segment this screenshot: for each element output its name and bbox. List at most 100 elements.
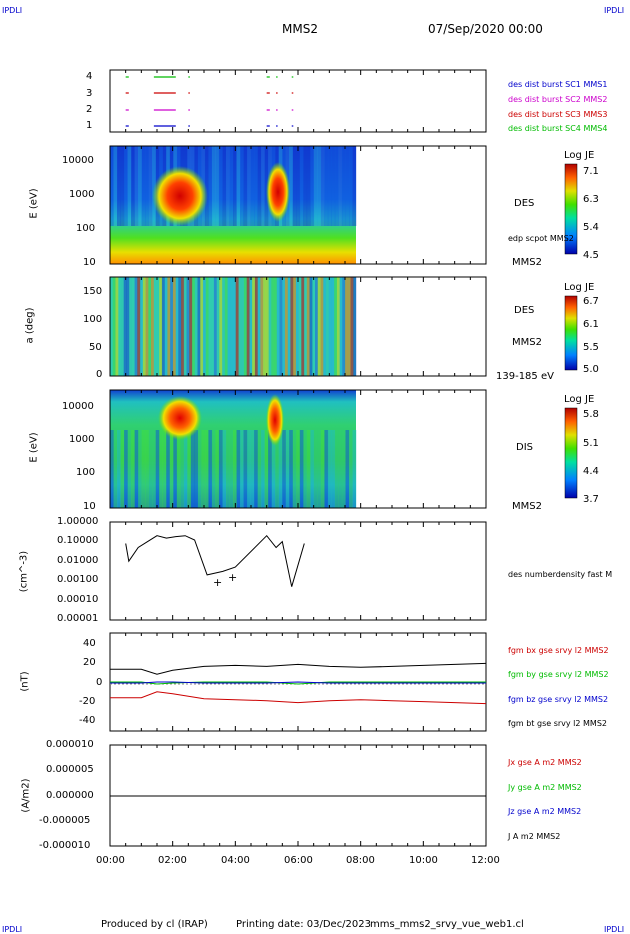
spectrogram-stripe <box>264 430 269 508</box>
spectrogram-stripe <box>339 277 343 376</box>
spectrogram-stripe <box>229 146 234 226</box>
current-legend-jz: Jz gse A m2 MMS2 <box>508 807 582 816</box>
colorbar-dis-energy-title: Log JE <box>564 394 595 405</box>
des-pitch-ytick-100: 100 <box>83 314 103 325</box>
burst-legend-sc2: des dist burst SC2 MMS2 <box>508 95 608 104</box>
spectrogram-stripe <box>120 146 125 226</box>
spectrogram-stripe <box>240 430 244 508</box>
spectrogram-stripe <box>120 430 125 508</box>
density-panel: + + <box>109 521 487 621</box>
spectrogram-stripe <box>200 277 204 376</box>
footer-filename: mms_mms2_srvy_vue_web1.cl <box>370 919 524 930</box>
spectrogram-stripe <box>110 146 114 226</box>
spectrogram-stripe <box>296 430 301 508</box>
spectrogram-stripe <box>181 277 185 376</box>
spectrogram-stripe <box>271 430 276 508</box>
spectrogram-stripe <box>303 146 308 226</box>
spectrogram-stripe <box>317 146 322 226</box>
spectrogram-stripe <box>334 146 339 226</box>
spectrogram-stripe <box>176 430 181 508</box>
spectrogram-stripe <box>194 277 198 376</box>
des-energy-hot-region-1 <box>152 166 208 226</box>
burst-ytick-3: 3 <box>86 88 93 99</box>
spectrogram-stripe <box>349 430 353 508</box>
bfield-ytick-40: 40 <box>83 638 96 649</box>
density-side-label: des numberdensity fast M <box>508 570 613 579</box>
corner-label-bottom-left: IPDLI <box>2 925 23 934</box>
colorbar-des-pitch-tick-4: 5.0 <box>583 364 599 375</box>
spectrogram-stripe <box>205 277 209 376</box>
spectrogram-stripe <box>233 430 237 508</box>
spectrogram-stripe <box>304 277 308 376</box>
spectrogram-stripe <box>254 146 258 226</box>
spectrogram-stripe <box>124 430 128 508</box>
current-ytick-5: -0.000010 <box>39 840 91 851</box>
spectrogram-stripe <box>190 430 195 508</box>
spectrogram-stripe <box>118 277 122 376</box>
spectrogram-stripe <box>243 277 247 376</box>
spectrogram-stripe <box>197 277 201 376</box>
spectrogram-stripe <box>276 277 280 376</box>
colorbar-des-energy-tick-2: 6.3 <box>583 194 599 205</box>
spectrogram-stripe <box>299 146 304 226</box>
spectrogram-stripe <box>320 146 325 226</box>
spectrogram-stripe <box>169 430 174 508</box>
spectrogram-stripe <box>145 146 149 226</box>
footer-printing-date: Printing date: 03/Dec/2023 <box>236 919 372 930</box>
spectrogram-stripe <box>331 430 336 508</box>
spectrogram-stripe <box>261 430 265 508</box>
density-ytick-3: 0.01000 <box>57 555 99 566</box>
colorbar-des-pitch-tick-1: 6.7 <box>583 296 599 307</box>
spectrogram-stripe <box>134 277 138 376</box>
corner-label-bottom-right: IPDLI <box>604 925 625 934</box>
time-tick-0400: 04:00 <box>221 855 250 866</box>
spectrogram-stripe <box>127 430 132 508</box>
spectrogram-stripe <box>208 430 213 508</box>
spectrogram-stripe <box>247 430 251 508</box>
spectrogram-stripe <box>282 277 286 376</box>
spectrogram-stripe <box>153 277 157 376</box>
spectrogram-stripe <box>261 146 265 226</box>
colorbar-dis-energy-tick-2: 5.1 <box>583 438 599 449</box>
spectrogram-stripe <box>243 146 248 226</box>
datetime-title: 07/Sep/2020 00:00 <box>428 22 543 36</box>
time-tick-0600: 06:00 <box>284 855 313 866</box>
spectrogram-stripe <box>189 277 193 376</box>
spectrogram-stripe <box>353 277 357 376</box>
current-ytick-2: 0.000005 <box>46 764 94 775</box>
spectrogram-stripe <box>117 430 121 508</box>
time-tick-0000: 00:00 <box>96 855 125 866</box>
bfield-ylabel: (nT) <box>19 671 31 692</box>
density-ytick-4: 0.00100 <box>57 574 99 585</box>
spectrogram-stripe <box>284 277 288 376</box>
current-panel <box>109 744 487 847</box>
des-energy-panel <box>109 145 487 265</box>
spectrogram-stripe <box>317 430 322 508</box>
current-ytick-3: 0.000000 <box>46 790 94 801</box>
spectrogram-stripe <box>141 430 146 508</box>
spectrogram-stripe <box>155 430 160 508</box>
density-ytick-5: 0.00010 <box>57 594 99 605</box>
density-plus-1: + <box>213 576 222 589</box>
spectrogram-stripe <box>327 430 332 508</box>
spectrogram-stripe <box>287 277 291 376</box>
burst-ytick-4: 4 <box>86 71 93 82</box>
spectrogram-stripe <box>141 146 146 226</box>
pitch-stripes <box>110 277 357 376</box>
des-energy-ylabel: E (eV) <box>28 188 40 219</box>
dis-energy-bottom-label: MMS2 <box>512 501 542 512</box>
des-pitch-side-label2: MMS2 <box>512 337 542 348</box>
spectrogram-stripe <box>216 277 220 376</box>
burst-ytick-2: 2 <box>86 104 93 115</box>
spectrogram-stripe <box>173 430 178 508</box>
spectrogram-stripe <box>186 277 190 376</box>
current-legend-jx: Jx gse A m2 MMS2 <box>508 758 582 767</box>
current-ylabel: (A/m2) <box>20 778 32 813</box>
spectrogram-stripe <box>240 146 244 226</box>
bfield-panel <box>109 632 487 732</box>
spectrogram-stripe <box>115 277 119 376</box>
des-energy-ytick-10: 10 <box>83 257 96 268</box>
spectrogram-stripe <box>341 146 346 226</box>
density-series-line <box>125 534 305 587</box>
